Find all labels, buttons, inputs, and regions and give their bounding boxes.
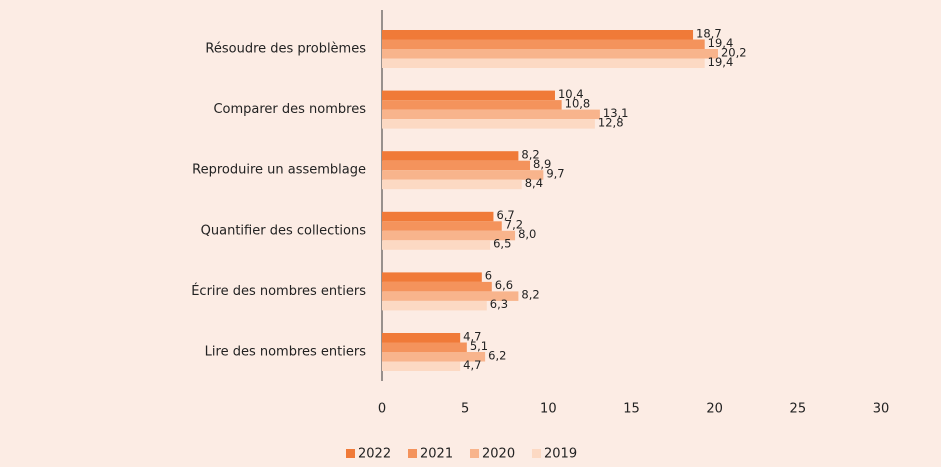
category-label: Quantifier des collections [201,223,367,238]
legend-label: 2021 [420,447,453,462]
bar [382,291,519,301]
value-label: 9,7 [546,166,564,180]
x-tick-label: 15 [623,402,640,417]
legend-label: 2020 [482,447,515,462]
x-tick-label: 25 [790,402,807,417]
bar [382,58,705,68]
x-tick-label: 30 [873,402,890,417]
bar [382,151,519,161]
value-label: 7,2 [505,218,523,232]
x-tick-label: 5 [461,402,469,417]
value-label: 19,4 [708,55,734,69]
category-label: Reproduire un assemblage [192,163,366,178]
x-tick-label: 10 [540,402,557,417]
value-label: 4,7 [463,329,481,343]
value-label: 6,5 [493,237,511,251]
category-label: Lire des nombres entiers [205,345,367,360]
bar [382,179,522,190]
value-label: 13,1 [603,106,629,120]
value-label: 6,2 [488,348,506,362]
bar [382,30,694,40]
legend-swatch [532,449,541,458]
bar [382,39,705,49]
bar [382,342,467,352]
x-tick-label: 20 [706,402,723,417]
category-label: Écrire des nombres entiers [191,283,366,299]
bar [382,272,482,282]
value-label: 10,8 [565,96,591,110]
bar [382,109,600,120]
value-label: 18,7 [696,26,722,40]
value-label: 19,4 [708,36,734,50]
bar [382,211,494,222]
value-label: 6 [485,269,492,283]
bar [382,119,595,129]
value-label: 20,2 [721,45,747,59]
value-label: 6,7 [496,208,514,222]
bar [382,361,461,371]
value-label: 5,1 [470,339,488,353]
bar [382,100,562,110]
value-label: 8,9 [533,157,551,171]
value-label: 10,4 [558,87,584,101]
value-label: 6,3 [490,297,508,311]
bar [382,230,516,241]
value-label: 4,7 [463,358,481,372]
value-label: 8,2 [521,147,539,161]
legend-swatch [408,449,417,458]
bar [382,352,486,362]
value-label: 6,6 [495,278,513,292]
category-label: Comparer des nombres [213,102,366,117]
bar [382,160,531,171]
bar [382,300,487,311]
bar [382,240,491,250]
value-label: 8,4 [525,176,543,190]
legend-label: 2022 [358,447,391,462]
value-label: 8,0 [518,227,536,241]
x-tick-label: 0 [378,402,386,417]
legend-swatch [470,449,479,458]
legend-swatch [346,449,355,458]
value-label: 12,8 [598,115,624,129]
bar [382,90,555,101]
legend-label: 2019 [544,447,577,462]
category-label: Résoudre des problèmes [205,42,366,57]
bar [382,281,492,292]
bar [382,49,718,59]
value-label: 8,2 [521,288,539,302]
bar [382,170,544,180]
bar [382,333,461,343]
bar [382,221,502,231]
